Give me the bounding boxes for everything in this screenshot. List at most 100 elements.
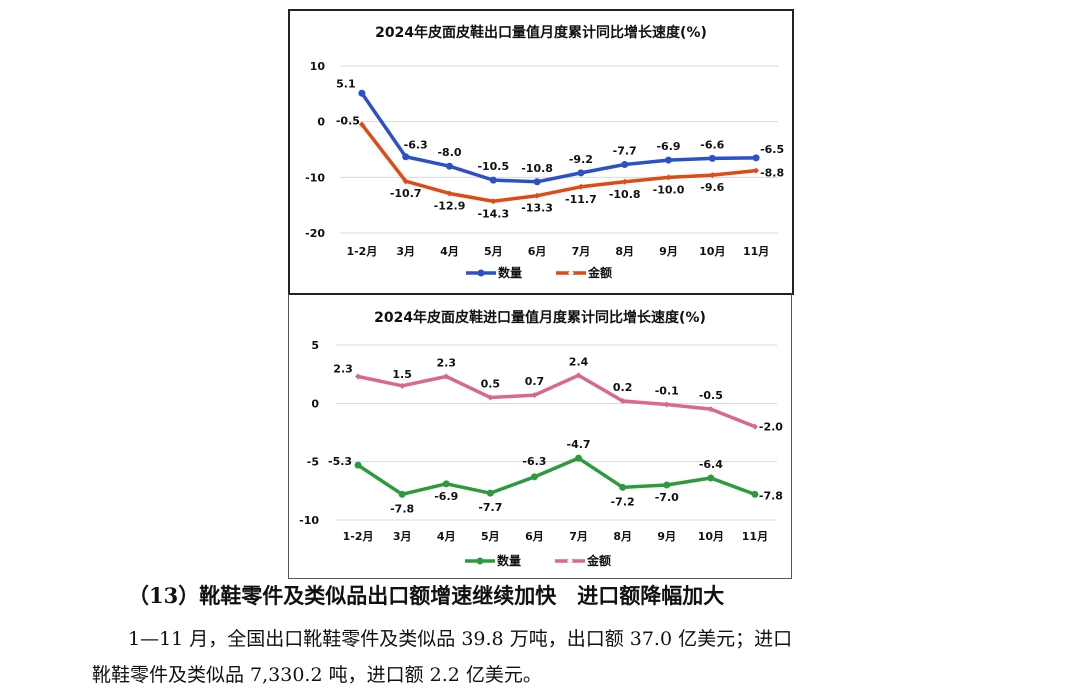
data-label: -2.0 <box>759 421 783 434</box>
data-label: 2.4 <box>569 355 589 368</box>
chart-title: 2024年皮面皮鞋出口量值月度累计同比增长速度(%) <box>375 24 707 41</box>
data-label: 2.3 <box>333 363 353 376</box>
data-point <box>619 398 626 404</box>
x-tick-label: 7月 <box>572 245 591 258</box>
x-tick-label: 7月 <box>569 530 588 543</box>
data-point <box>751 490 759 498</box>
data-point <box>446 162 453 170</box>
data-point <box>402 178 409 185</box>
data-point <box>753 167 760 174</box>
data-point <box>665 174 672 181</box>
data-point <box>751 423 758 430</box>
data-label: -8.0 <box>437 146 461 159</box>
y-tick-label: 10 <box>310 60 326 73</box>
x-tick-label: 8月 <box>615 245 634 258</box>
data-point <box>577 183 584 190</box>
data-point <box>621 161 629 169</box>
data-label: 0.5 <box>481 378 501 391</box>
data-point <box>530 473 538 481</box>
data-point <box>531 392 538 399</box>
data-point <box>707 474 715 482</box>
y-tick-label: -10 <box>299 514 319 527</box>
x-tick-label: 4月 <box>437 530 456 543</box>
series-line-数量 <box>360 92 757 184</box>
data-label: 0.7 <box>525 375 545 388</box>
series-line-金额 <box>360 123 757 204</box>
data-point <box>399 382 406 389</box>
legend-label: 金额 <box>586 553 611 568</box>
data-point <box>534 192 541 199</box>
data-label: -10.8 <box>609 188 641 201</box>
x-tick-label: 11月 <box>742 530 768 543</box>
data-label: -10.7 <box>390 187 422 200</box>
data-point <box>533 178 541 186</box>
data-point <box>443 373 450 380</box>
data-point <box>709 172 716 179</box>
data-label: -7.8 <box>759 489 783 502</box>
data-point <box>490 198 497 205</box>
legend-marker <box>477 269 485 277</box>
x-tick-label: 11月 <box>743 245 769 258</box>
data-label: -6.6 <box>700 138 724 151</box>
data-point <box>663 481 671 489</box>
x-tick-label: 3月 <box>393 530 412 543</box>
x-tick-label: 9月 <box>659 245 678 258</box>
data-label: -4.7 <box>567 438 591 451</box>
data-label: -9.6 <box>700 181 724 194</box>
data-point <box>708 154 716 162</box>
legend-marker <box>567 558 573 564</box>
data-label: -6.4 <box>699 458 723 471</box>
legend-label: 金额 <box>587 265 612 280</box>
data-point <box>575 372 582 379</box>
data-label: -6.3 <box>522 455 546 468</box>
data-point <box>355 373 362 380</box>
data-label: -13.3 <box>521 202 553 215</box>
data-point <box>621 178 628 185</box>
x-tick-label: 10月 <box>699 245 725 258</box>
data-label: -6.9 <box>434 490 458 503</box>
data-label: -0.1 <box>655 385 679 398</box>
data-point <box>665 156 672 164</box>
data-point <box>358 89 366 97</box>
x-tick-label: 6月 <box>528 245 547 258</box>
data-point <box>489 176 497 184</box>
data-label: -6.3 <box>404 139 428 152</box>
data-point <box>707 406 714 413</box>
data-point <box>358 121 365 128</box>
data-point <box>663 401 670 408</box>
data-point <box>752 154 760 162</box>
x-tick-label: 3月 <box>396 245 415 258</box>
x-tick-label: 6月 <box>525 530 544 543</box>
data-point <box>619 483 627 491</box>
export-chart: 2024年皮面皮鞋出口量值月度累计同比增长速度(%) 10 0 -10 -20 1-2月 3… <box>288 9 794 295</box>
legend-label: 数量 <box>498 265 522 280</box>
section-heading: （13）靴鞋零件及类似品出口额增速继续加快 进口额降幅加大 <box>128 583 725 608</box>
data-point <box>402 153 410 161</box>
data-point <box>575 454 583 462</box>
x-tick-label: 1-2月 <box>343 530 374 543</box>
x-tick-label: 10月 <box>698 530 724 543</box>
data-label: -11.7 <box>565 193 597 206</box>
x-tick-label: 1-2月 <box>346 245 377 258</box>
import-chart-svg: 2024年皮面皮鞋进口量值月度累计同比增长速度(%) 5 0 -5 -10 1-2月 3月 4… <box>299 309 783 568</box>
series-line-数量 <box>357 456 756 497</box>
data-point <box>398 490 406 498</box>
data-label: 1.5 <box>392 368 412 381</box>
data-label: -7.8 <box>390 502 414 515</box>
paragraph-line-1: 1—11 月，全国出口靴鞋零件及类似品 39.8 万吨，出口额 37.0 亿美元… <box>128 628 793 650</box>
data-point <box>487 394 494 401</box>
data-label: -9.2 <box>569 153 593 166</box>
data-label: -12.9 <box>434 199 466 212</box>
data-label: -10.0 <box>653 183 685 196</box>
y-tick-label: -20 <box>305 227 325 240</box>
data-label: -0.5 <box>699 389 723 402</box>
series-line-金额 <box>357 373 756 429</box>
x-tick-label: 5月 <box>484 245 503 258</box>
data-label: 0.2 <box>613 381 633 394</box>
y-tick-label: -5 <box>307 456 319 469</box>
data-label: -6.5 <box>760 143 784 156</box>
import-chart: 2024年皮面皮鞋进口量值月度累计同比增长速度(%) 5 0 -5 -10 1-2月 3月 4… <box>288 293 792 579</box>
legend-marker <box>568 270 574 276</box>
x-tick-label: 9月 <box>657 530 676 543</box>
x-tick-label: 5月 <box>481 530 500 543</box>
